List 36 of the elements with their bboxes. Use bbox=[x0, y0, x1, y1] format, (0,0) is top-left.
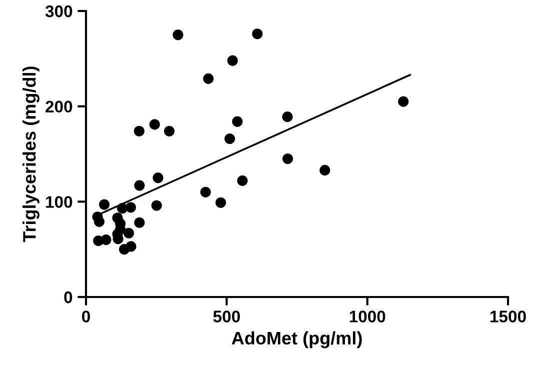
point bbox=[282, 112, 293, 122]
x-tick-label: 1500 bbox=[490, 310, 526, 322]
x-tick-label: 500 bbox=[213, 310, 240, 322]
point bbox=[94, 216, 105, 227]
point bbox=[164, 126, 175, 136]
point bbox=[126, 241, 136, 252]
x-tick-label: 1000 bbox=[350, 310, 386, 322]
point bbox=[203, 73, 214, 84]
point bbox=[232, 116, 243, 127]
y-axis-title: Triglycerides (mg/dl) bbox=[22, 66, 40, 242]
point bbox=[134, 217, 145, 228]
point bbox=[224, 133, 236, 144]
point bbox=[100, 234, 112, 246]
point bbox=[398, 96, 409, 107]
point bbox=[134, 126, 144, 136]
x-axis-title: AdoMet (pg/ml) bbox=[232, 331, 362, 348]
y-tick-label: 300 bbox=[45, 5, 72, 18]
point bbox=[172, 30, 184, 40]
point bbox=[215, 197, 226, 208]
point bbox=[134, 180, 145, 191]
point bbox=[151, 200, 162, 211]
y-tick-label: 100 bbox=[46, 196, 72, 208]
point bbox=[125, 202, 136, 213]
point bbox=[200, 186, 211, 198]
point bbox=[227, 55, 238, 66]
point bbox=[320, 164, 330, 176]
point bbox=[282, 153, 294, 164]
point bbox=[237, 175, 248, 186]
point bbox=[99, 199, 110, 210]
y-tick-label: 0 bbox=[64, 291, 72, 304]
point bbox=[152, 172, 164, 184]
point bbox=[123, 228, 134, 238]
point bbox=[252, 28, 263, 40]
point bbox=[149, 119, 160, 130]
y-tick-label: 200 bbox=[46, 100, 72, 113]
x-tick-label: 0 bbox=[82, 310, 90, 322]
